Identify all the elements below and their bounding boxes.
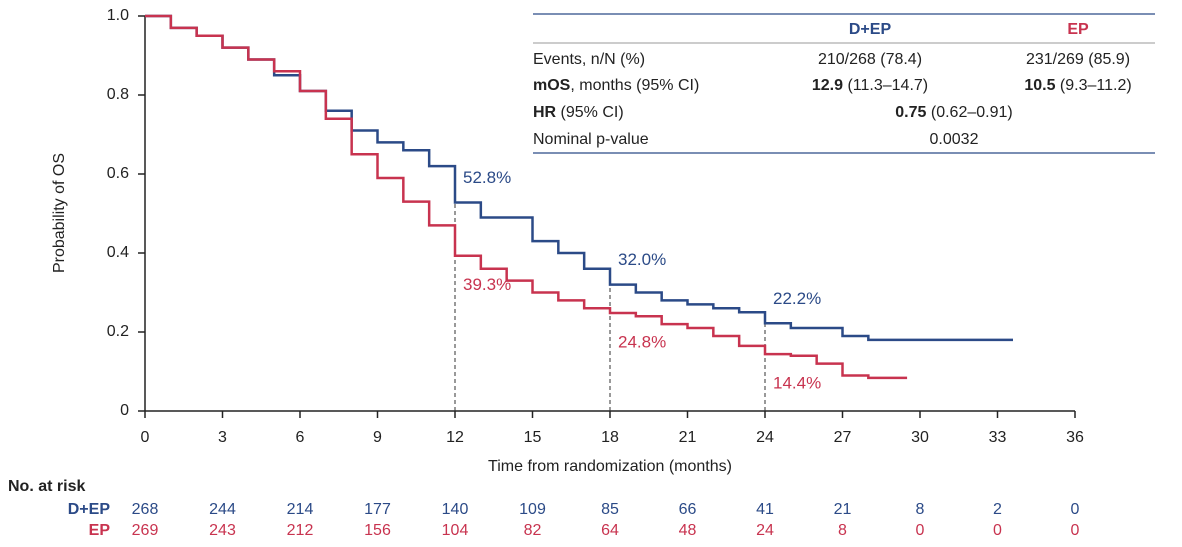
table-row-label-bold: mOS <box>533 77 571 94</box>
risk-count: 243 <box>209 522 236 539</box>
table-row-label: Events, n/N (%) <box>533 51 645 68</box>
x-tick-label: 30 <box>911 429 929 446</box>
landmark-label: 24.8% <box>618 333 666 352</box>
table-header: EP <box>1067 21 1089 38</box>
risk-count: 66 <box>679 501 697 518</box>
table-row-label-text: Events, n/N (%) <box>533 51 645 68</box>
landmark-label: 52.8% <box>463 168 511 187</box>
risk-count: 109 <box>519 501 546 518</box>
x-tick-label: 24 <box>756 429 774 446</box>
risk-count: 48 <box>679 522 697 539</box>
table-row-label: Nominal p-value <box>533 131 649 148</box>
table-row-label-bold: HR <box>533 104 557 121</box>
x-tick-label: 15 <box>524 429 542 446</box>
landmark-label: 39.3% <box>463 275 511 294</box>
risk-count: 156 <box>364 522 391 539</box>
risk-count: 24 <box>756 522 774 539</box>
risk-count: 2 <box>993 501 1002 518</box>
risk-count: 177 <box>364 501 391 518</box>
risk-count: 85 <box>601 501 619 518</box>
x-tick-label: 3 <box>218 429 227 446</box>
x-tick-label: 9 <box>373 429 382 446</box>
table-row-label: mOS, months (95% CI) <box>533 77 699 94</box>
survival-curve <box>145 14 1013 342</box>
risk-count: 214 <box>287 501 314 518</box>
risk-count: 0 <box>1071 501 1080 518</box>
y-tick-label: 0.8 <box>107 86 129 103</box>
table-cell: 10.5 (9.3–11.2) <box>1024 77 1131 94</box>
x-tick-label: 12 <box>446 429 464 446</box>
landmark-label: 14.4% <box>773 374 821 393</box>
y-tick-label: 0.6 <box>107 165 129 182</box>
table-row-label-text: Nominal p-value <box>533 131 649 148</box>
x-tick-label: 18 <box>601 429 619 446</box>
risk-count: 8 <box>838 522 847 539</box>
table-row-label-text: , months (95% CI) <box>570 77 699 94</box>
risk-count: 140 <box>442 501 469 518</box>
table-cell: 0.75 (0.62–0.91) <box>895 104 1012 121</box>
risk-count: 268 <box>132 501 159 518</box>
risk-count: 8 <box>916 501 925 518</box>
table-cell-text: 0.0032 <box>930 131 979 148</box>
landmark-label: 22.2% <box>773 289 821 308</box>
x-tick-label: 27 <box>834 429 852 446</box>
risk-count: 82 <box>524 522 542 539</box>
table-cell: 231/269 (85.9) <box>1026 51 1130 68</box>
risk-table-title: No. at risk <box>8 478 85 495</box>
landmark-label: 32.0% <box>618 250 666 269</box>
risk-count: 269 <box>132 522 159 539</box>
table-row-label: HR (95% CI) <box>533 104 624 121</box>
risk-count: 0 <box>916 522 925 539</box>
table-cell: 0.0032 <box>930 131 979 148</box>
table-cell: 12.9 (11.3–14.7) <box>812 77 928 94</box>
y-tick-label: 0 <box>120 402 129 419</box>
y-tick-label: 0.2 <box>107 323 129 340</box>
risk-count: 0 <box>1071 522 1080 539</box>
x-tick-label: 33 <box>989 429 1007 446</box>
risk-count: 21 <box>834 501 852 518</box>
risk-count: 104 <box>442 522 469 539</box>
table-cell-text: (11.3–14.7) <box>843 77 928 94</box>
table-cell-bold: 0.75 <box>895 104 926 121</box>
risk-count: 41 <box>756 501 774 518</box>
table-row-label-text: (95% CI) <box>556 104 624 121</box>
x-tick-label: 0 <box>141 429 150 446</box>
risk-count: 64 <box>601 522 619 539</box>
risk-row-name: EP <box>89 522 111 539</box>
table-cell-bold: 10.5 <box>1024 77 1055 94</box>
x-tick-label: 6 <box>296 429 305 446</box>
y-tick-label: 0.4 <box>107 244 129 261</box>
y-tick-label: 1.0 <box>107 7 129 24</box>
table-cell: 210/268 (78.4) <box>818 51 922 68</box>
risk-row-name: D+EP <box>68 501 111 518</box>
risk-count: 212 <box>287 522 314 539</box>
x-axis-label: Time from randomization (months) <box>488 458 732 475</box>
table-cell-text: (9.3–11.2) <box>1055 77 1131 94</box>
risk-count: 244 <box>209 501 236 518</box>
table-cell-text: (0.62–0.91) <box>926 104 1012 121</box>
table-cell-bold: 12.9 <box>812 77 843 94</box>
table-cell-text: 231/269 (85.9) <box>1026 51 1130 68</box>
y-axis-label: Probability of OS <box>51 153 68 273</box>
table-cell-text: 210/268 (78.4) <box>818 51 922 68</box>
survival-curve <box>145 14 908 380</box>
x-tick-label: 21 <box>679 429 697 446</box>
risk-count: 0 <box>993 522 1002 539</box>
x-tick-label: 36 <box>1066 429 1084 446</box>
table-header: D+EP <box>849 21 892 38</box>
